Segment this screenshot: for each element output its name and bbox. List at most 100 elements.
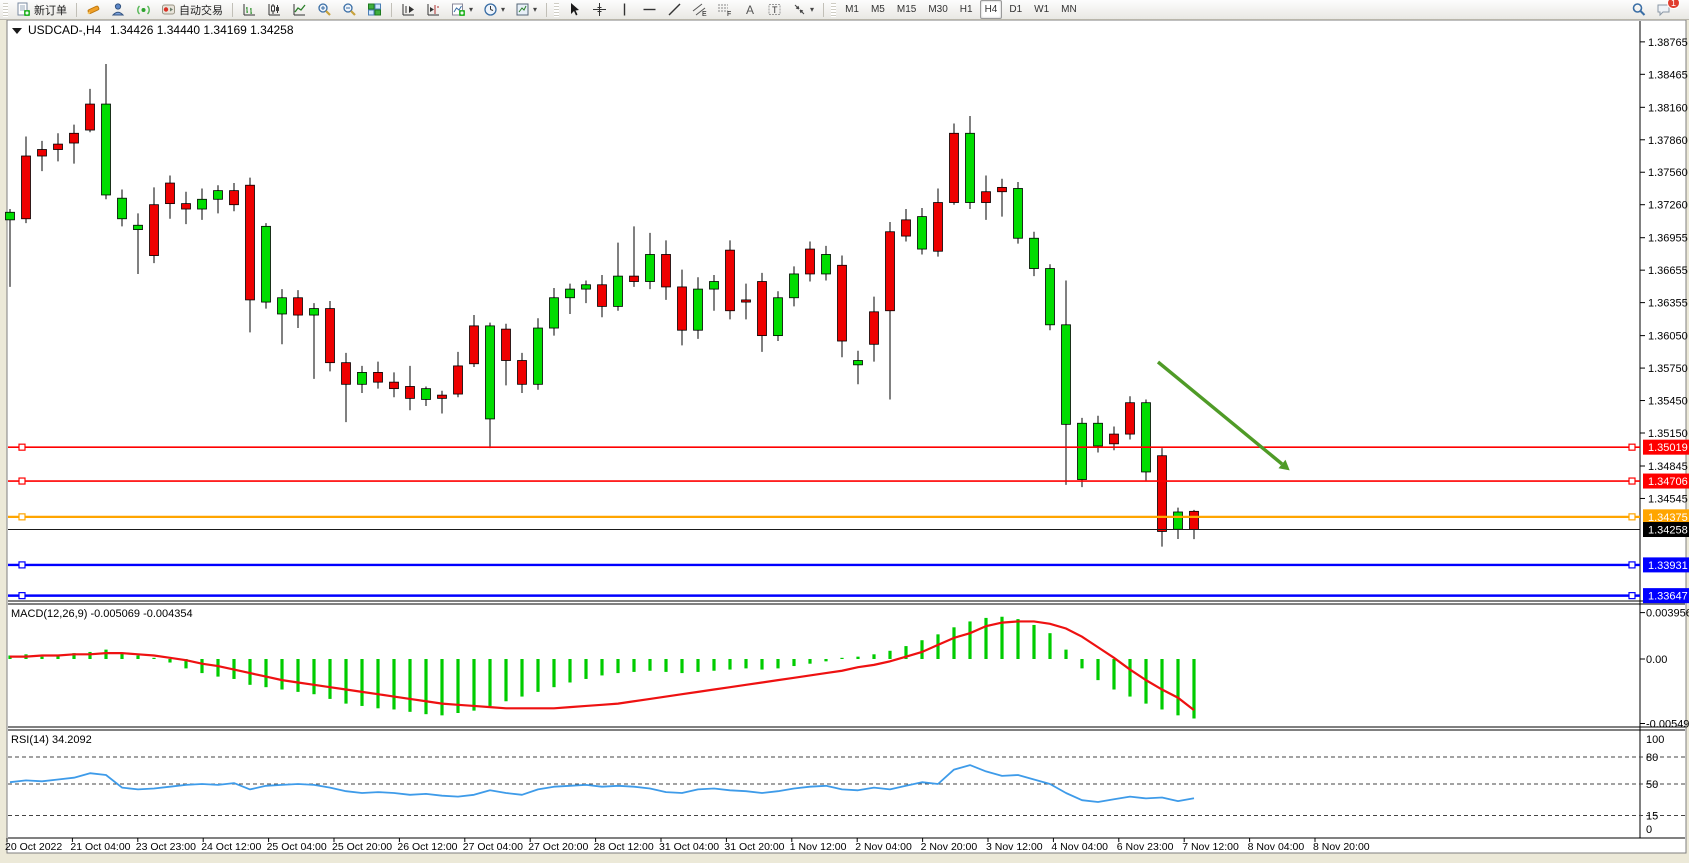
candlestick-chart-icon [267, 2, 282, 17]
candle-body [597, 284, 607, 307]
line-handle[interactable] [1628, 477, 1636, 485]
rsi-indicator-label: RSI(14) 34.2092 [11, 734, 92, 746]
price-tick-label: 1.37560 [1648, 167, 1688, 179]
candle-body [1013, 188, 1023, 239]
candle-body [1077, 422, 1087, 480]
candle-body [533, 327, 543, 385]
time-tick-label: 1 Nov 12:00 [790, 841, 847, 853]
tile-windows-button[interactable] [363, 0, 386, 19]
candle-body [133, 224, 143, 230]
candle-body [1093, 422, 1103, 447]
fibonacci-button[interactable]: F [713, 0, 736, 19]
time-tick-label: 4 Nov 04:00 [1051, 841, 1108, 853]
macd-axis-label: 0.00 [1646, 654, 1667, 666]
timeframe-H4[interactable]: H4 [979, 0, 1003, 19]
crayon-icon [86, 2, 101, 17]
crosshair-button[interactable] [588, 0, 611, 19]
candle-body [885, 231, 895, 312]
time-tick-label: 24 Oct 12:00 [201, 841, 261, 853]
bid-price-text: 1.34258 [1648, 525, 1688, 537]
timeframe-M15[interactable]: M15 [896, 4, 917, 15]
candle-body [213, 190, 223, 200]
timeframe-H1[interactable]: H1 [959, 4, 973, 15]
candle-body [997, 186, 1007, 193]
symbol-dropdown-icon[interactable] [12, 28, 22, 34]
signals-button[interactable] [132, 0, 155, 19]
macd-indicator-label: MACD(12,26,9) -0.005069 -0.004354 [11, 608, 193, 620]
rsi-axis-label: 0 [1646, 824, 1652, 836]
indicators-button[interactable]: ▾ [447, 0, 477, 19]
hline-price-text: 1.35019 [1648, 442, 1688, 454]
line-handle[interactable] [18, 513, 26, 521]
zoom-in-icon [317, 2, 332, 17]
timeframe-W1[interactable]: W1 [1034, 4, 1050, 15]
cursor-button[interactable] [563, 0, 586, 19]
line-handle[interactable] [1628, 592, 1636, 600]
zoom-out-button[interactable] [338, 0, 361, 19]
timeframe-M5[interactable]: M5 [870, 4, 885, 15]
candle-body [373, 372, 383, 383]
candle-body [693, 288, 703, 331]
toolbar-separator [391, 2, 392, 17]
autotrading-button[interactable]: 自动交易 [157, 0, 227, 19]
search-button[interactable] [1627, 0, 1650, 19]
candle-body [1029, 237, 1039, 269]
timeframe-MN[interactable]: MN [1061, 4, 1077, 15]
line-handle[interactable] [18, 477, 26, 485]
toolbar-grip[interactable] [554, 2, 560, 17]
zoom-out-icon [342, 2, 357, 17]
trendline-button[interactable] [663, 0, 686, 19]
rsi-axis-label: 15 [1646, 811, 1658, 823]
toolbar-grip[interactable] [3, 2, 8, 17]
time-tick-label: 25 Oct 20:00 [332, 841, 392, 853]
line-handle[interactable] [18, 561, 26, 569]
candle-body [437, 394, 447, 399]
channel-button[interactable]: E [688, 0, 711, 19]
line-handle[interactable] [18, 443, 26, 451]
toolbar-separator [823, 2, 825, 17]
hline-button[interactable] [638, 0, 661, 19]
new-order-button[interactable]: 新订单 [12, 0, 71, 19]
vline-button[interactable] [613, 0, 636, 19]
zoom-in-button[interactable] [313, 0, 336, 19]
periods-button[interactable]: ▾ [479, 0, 509, 19]
candle-body [341, 362, 351, 385]
hline-price-tag [1643, 588, 1689, 604]
bar-chart-button[interactable] [238, 0, 261, 19]
chat-button[interactable]: 1 [1652, 0, 1680, 19]
line-handle[interactable] [1628, 561, 1636, 569]
arrows-icon [792, 2, 807, 17]
styler-button[interactable] [82, 0, 105, 19]
candle-body [261, 225, 271, 303]
time-tick-label: 6 Nov 23:00 [1117, 841, 1174, 853]
templates-button[interactable]: ▾ [511, 0, 541, 19]
line-handle[interactable] [1628, 513, 1636, 521]
toolbar-grip[interactable] [831, 2, 837, 17]
timeframe-D1[interactable]: D1 [1009, 4, 1023, 15]
candle-body [293, 297, 303, 316]
candle-body [69, 132, 79, 144]
candle-body [277, 297, 287, 315]
timeframe-M1[interactable]: M1 [845, 4, 859, 15]
timeframe-M30[interactable]: M30 [928, 4, 948, 15]
profile-button[interactable] [107, 0, 130, 19]
text-label-button[interactable]: T [763, 0, 786, 19]
macd-axis-label: -0.005498 [1646, 719, 1689, 731]
text-button[interactable]: A [738, 0, 761, 19]
line-handle[interactable] [1628, 443, 1636, 451]
chat-badge: 1 [1666, 0, 1680, 9]
trend-arrow[interactable] [1156, 360, 1290, 471]
time-tick-label: 27 Oct 20:00 [528, 841, 588, 853]
svg-text:E: E [702, 11, 707, 17]
shapes-button[interactable]: ▾ [788, 0, 818, 19]
chart-shift-button[interactable] [422, 0, 445, 19]
time-axis: 20 Oct 2022 21 Oct 04:00 23 Oct 23:00 24 Oc… [5, 838, 1370, 853]
candle-chart-button[interactable] [263, 0, 286, 19]
rsi-axis-label: 80 [1646, 752, 1658, 764]
line-chart-button[interactable] [288, 0, 311, 19]
line-handle[interactable] [18, 592, 26, 600]
autoscroll-button[interactable] [397, 0, 420, 19]
